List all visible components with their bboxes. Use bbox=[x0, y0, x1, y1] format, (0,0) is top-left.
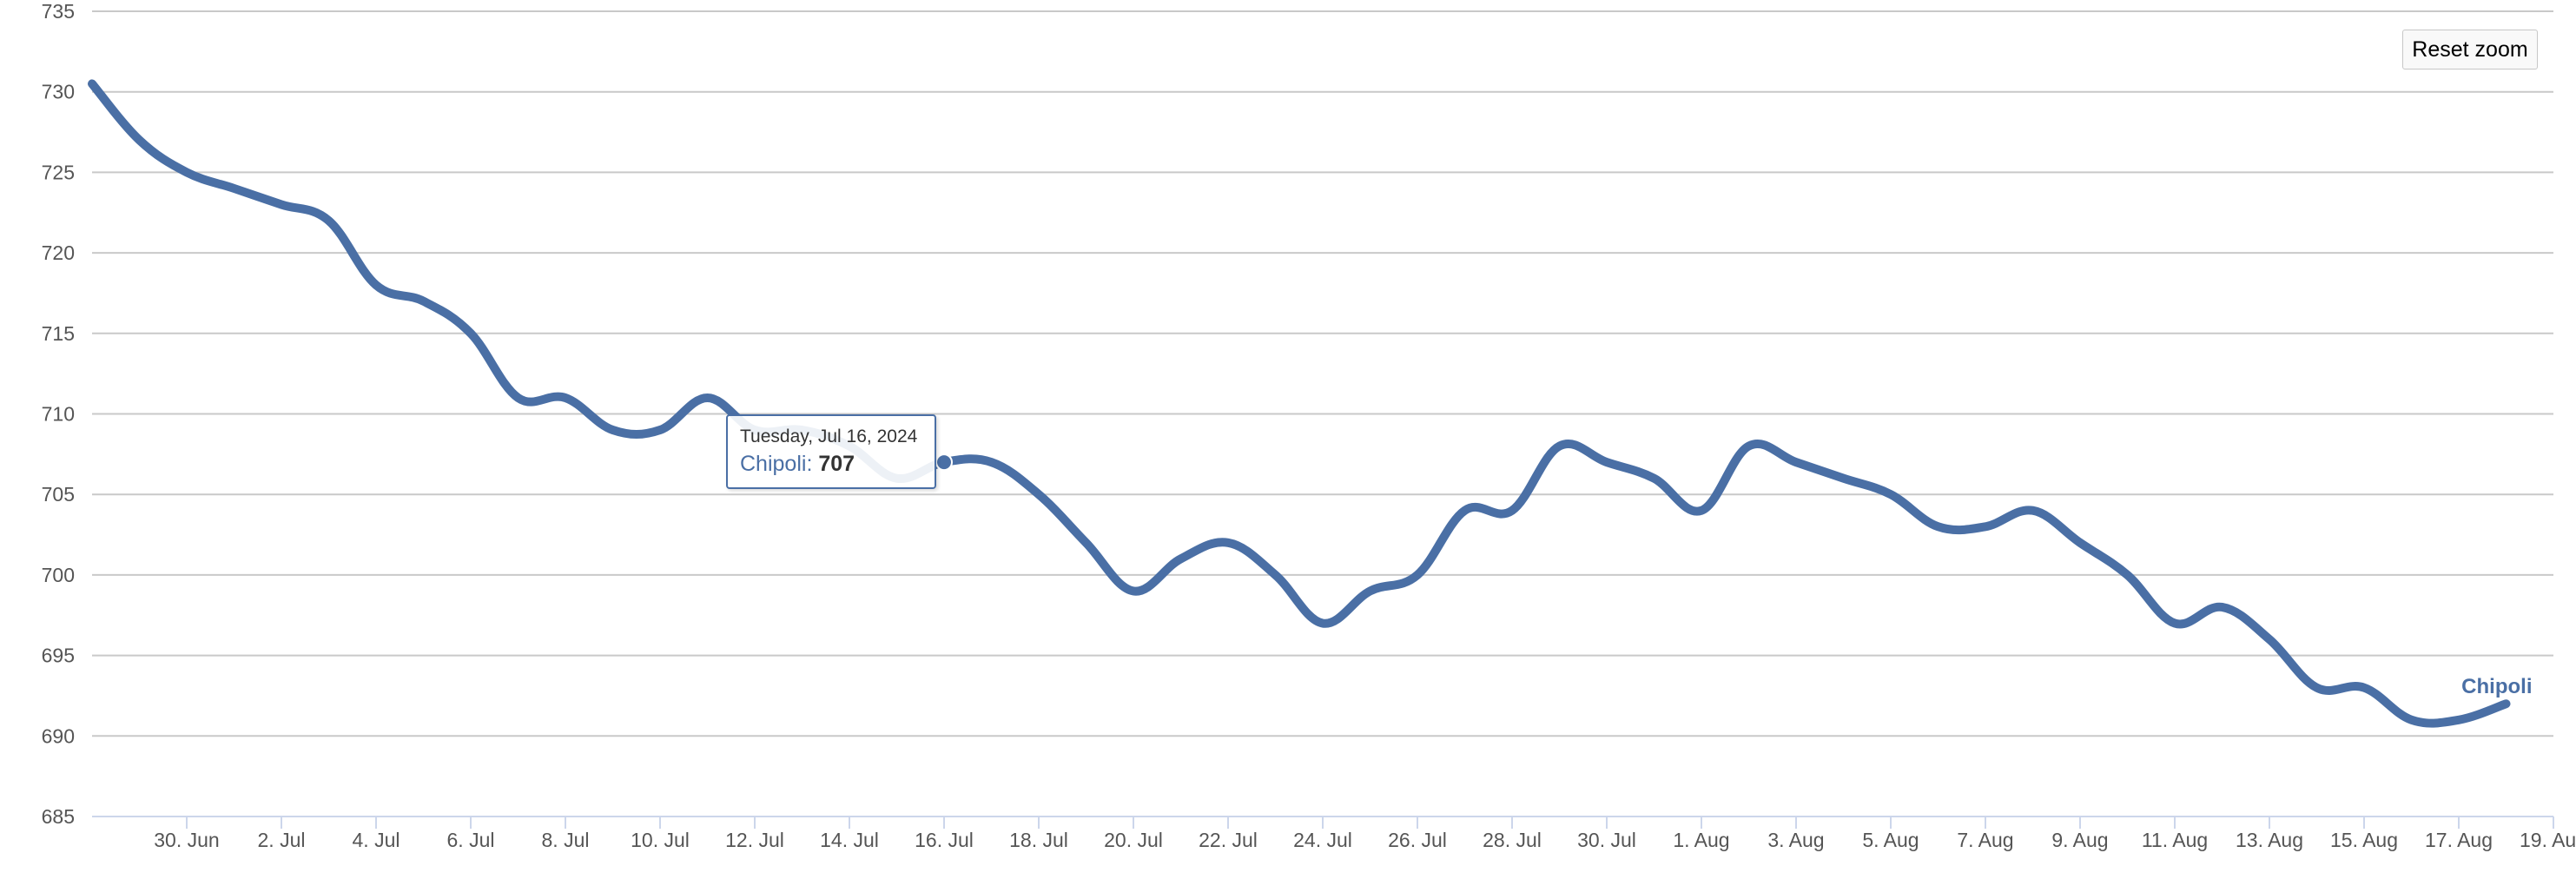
tooltip-series-name: Chipoli bbox=[740, 452, 807, 476]
x-tick-label: 20. Jul bbox=[1104, 829, 1163, 851]
x-tick-label: 16. Jul bbox=[915, 829, 974, 851]
x-tick-label: 28. Jul bbox=[1483, 829, 1542, 851]
x-tick-label: 5. Aug bbox=[1862, 829, 1919, 851]
x-tick-label: 7. Aug bbox=[1957, 829, 2013, 851]
y-tick-label: 720 bbox=[42, 241, 75, 264]
y-tick-label: 715 bbox=[42, 322, 75, 345]
x-tick-label: 1. Aug bbox=[1673, 829, 1729, 851]
y-tick-label: 685 bbox=[42, 805, 75, 828]
y-tick-label: 690 bbox=[42, 724, 75, 747]
x-tick-label: 17. Aug bbox=[2425, 829, 2493, 851]
x-tick-label: 19. Aug bbox=[2520, 829, 2576, 851]
x-tick-label: 12. Jul bbox=[725, 829, 784, 851]
x-tick-label: 14. Jul bbox=[820, 829, 879, 851]
chart-tooltip: Tuesday, Jul 16, 2024 Chipoli: 707 bbox=[726, 414, 936, 489]
series-label-layer: Chipoli bbox=[2461, 675, 2532, 698]
x-tick-label: 24. Jul bbox=[1293, 829, 1352, 851]
x-tick-label: 22. Jul bbox=[1199, 829, 1258, 851]
y-tick-label: 735 bbox=[42, 0, 75, 23]
x-tick-label: 3. Aug bbox=[1767, 829, 1824, 851]
x-tick-label: 10. Jul bbox=[631, 829, 690, 851]
grid-lines bbox=[92, 10, 2553, 817]
x-tick-label: 6. Jul bbox=[447, 829, 495, 851]
hover-point-marker[interactable] bbox=[935, 453, 953, 472]
tooltip-separator: : bbox=[806, 452, 819, 476]
tooltip-date: Tuesday, Jul 16, 2024 bbox=[740, 426, 918, 446]
x-tick-label: 30. Jun bbox=[154, 829, 219, 851]
x-tick-label: 18. Jul bbox=[1009, 829, 1068, 851]
series-layer bbox=[88, 79, 2511, 728]
tooltip-value-line: Chipoli: 707 bbox=[740, 451, 922, 477]
y-tick-label: 730 bbox=[42, 81, 75, 103]
tooltip-value: 707 bbox=[818, 452, 855, 476]
y-tick-label: 700 bbox=[42, 564, 75, 586]
y-tick-label: 710 bbox=[42, 403, 75, 426]
x-tick-label: 30. Jul bbox=[1577, 829, 1636, 851]
series-line-chipoli[interactable] bbox=[88, 79, 2511, 728]
y-tick-label: 705 bbox=[42, 483, 75, 506]
x-tick-label: 15. Aug bbox=[2330, 829, 2398, 851]
y-tick-label: 725 bbox=[42, 161, 75, 183]
reset-zoom-button[interactable]: Reset zoom bbox=[2402, 30, 2538, 69]
y-tick-label: 695 bbox=[42, 645, 75, 667]
series-end-label: Chipoli bbox=[2461, 675, 2532, 698]
y-axis-ticks: 685 690 695 700 705 710 715 720 725 730 735 bbox=[42, 0, 75, 828]
x-tick-label: 26. Jul bbox=[1388, 829, 1447, 851]
x-axis-ticks: 30. Jun 2. Jul 4. Jul 6. Jul 8. Jul 10. Jul 12… bbox=[154, 817, 2576, 851]
x-tick-label: 9. Aug bbox=[2051, 829, 2108, 851]
x-tick-label: 8. Jul bbox=[542, 829, 590, 851]
x-tick-label: 2. Jul bbox=[258, 829, 306, 851]
x-tick-label: 11. Aug bbox=[2142, 829, 2208, 851]
x-tick-label: 4. Jul bbox=[353, 829, 400, 851]
x-tick-label: 13. Aug bbox=[2236, 829, 2303, 851]
